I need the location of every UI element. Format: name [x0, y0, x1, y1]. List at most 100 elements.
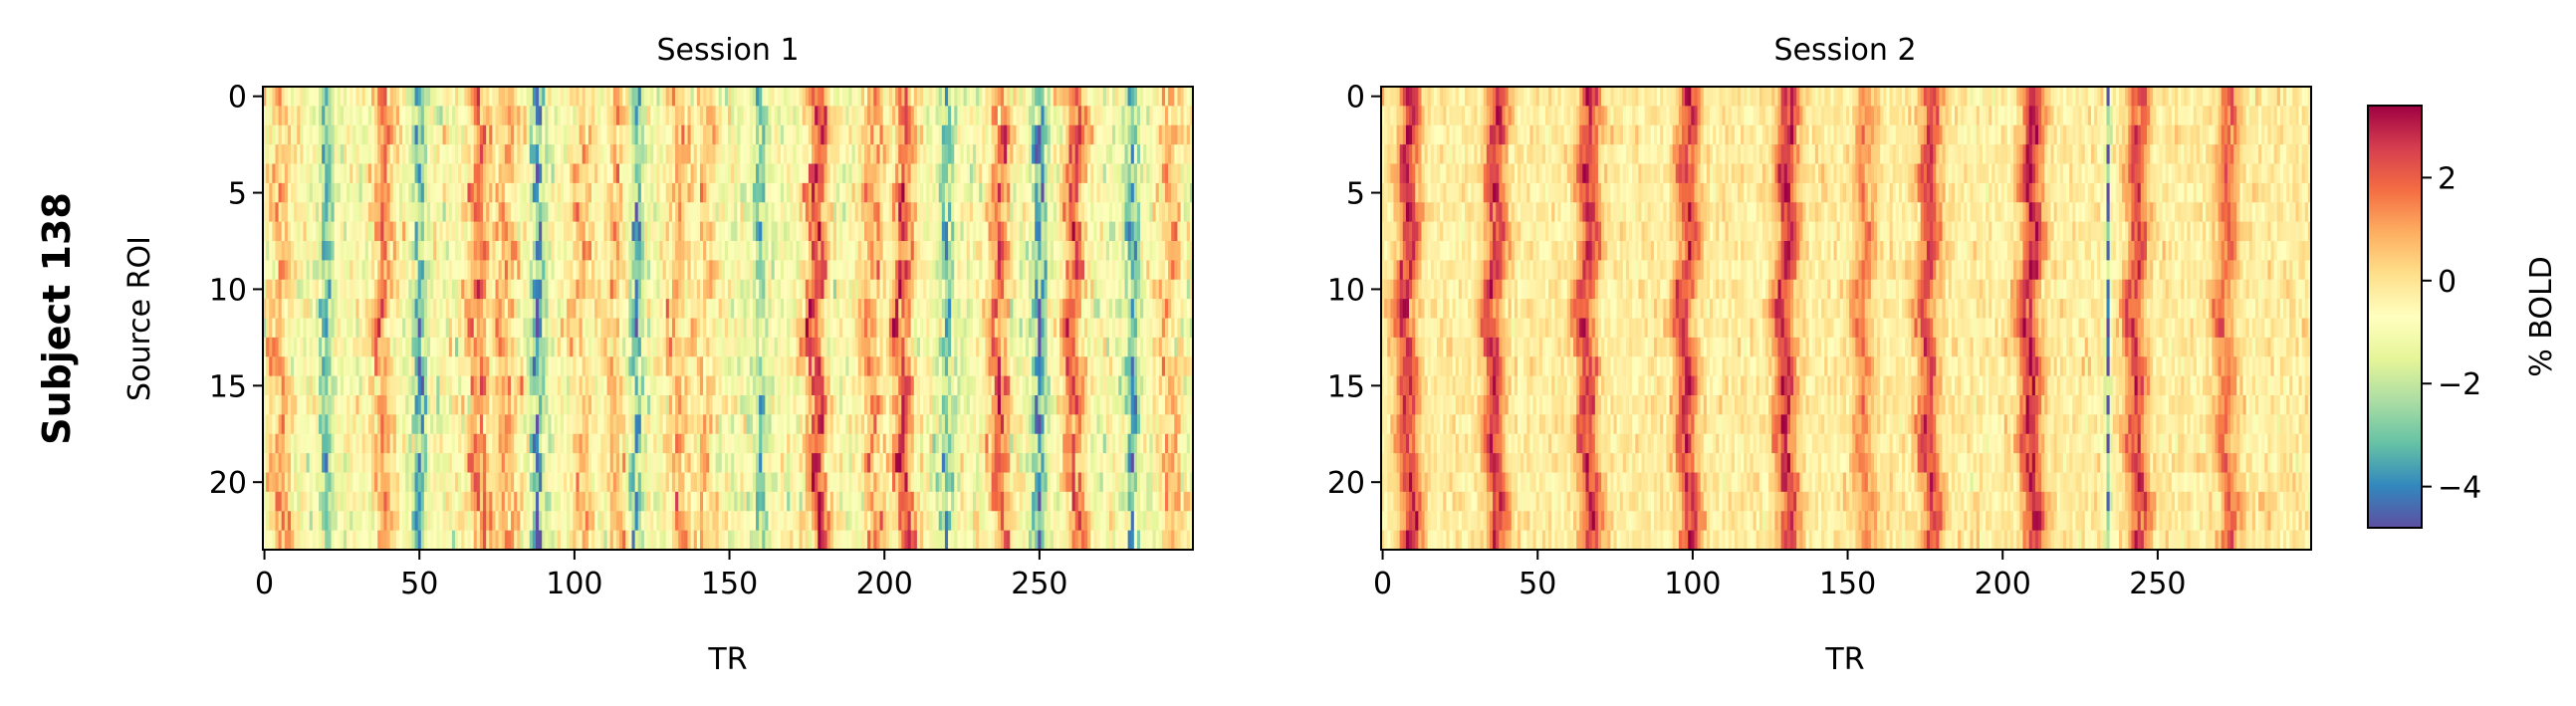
- heatmap-cell: [863, 356, 868, 377]
- heatmap-cell: [643, 221, 648, 242]
- heatmap-cell: [1032, 163, 1036, 184]
- heatmap-cell: [615, 221, 620, 242]
- heatmap-cell: [570, 87, 574, 107]
- heatmap-cell: [414, 260, 419, 281]
- heatmap-cell: [1071, 337, 1076, 357]
- heatmap-cell: [1044, 124, 1049, 145]
- heatmap-cell: [625, 221, 629, 242]
- heatmap-cell: [625, 163, 629, 184]
- heatmap-cell: [994, 106, 999, 126]
- heatmap-cell: [994, 202, 999, 223]
- heatmap-cell: [479, 87, 484, 107]
- heatmap-cell: [358, 337, 363, 357]
- heatmap-cell: [448, 375, 453, 396]
- heatmap-cell: [386, 337, 391, 357]
- heatmap-cell: [1025, 241, 1030, 261]
- heatmap-cell: [653, 221, 657, 242]
- heatmap-cell: [721, 202, 726, 223]
- heatmap-cell: [364, 124, 369, 145]
- heatmap-cell: [542, 337, 546, 357]
- heatmap-cell: [455, 202, 459, 223]
- heatmap-cell: [935, 279, 940, 300]
- heatmap-cell: [448, 318, 453, 339]
- heatmap-cell: [386, 241, 391, 261]
- heatmap-cell: [619, 144, 623, 165]
- heatmap-cell: [458, 87, 462, 107]
- heatmap-cell: [860, 124, 865, 145]
- heatmap-cell: [325, 318, 329, 339]
- heatmap-cell: [563, 279, 568, 300]
- heatmap-cell: [696, 241, 701, 261]
- heatmap-cell: [517, 356, 521, 377]
- heatmap-cell: [665, 318, 670, 339]
- heatmap-cell: [784, 87, 788, 107]
- heatmap-cell: [567, 318, 571, 339]
- heatmap-cell: [749, 241, 754, 261]
- heatmap-cell: [511, 87, 515, 107]
- heatmap-cell: [367, 144, 372, 165]
- heatmap-cell: [408, 202, 413, 223]
- heatmap-cell: [892, 124, 896, 145]
- heatmap-cell: [414, 144, 419, 165]
- heatmap-cell: [665, 260, 670, 281]
- heatmap-cell: [532, 144, 537, 165]
- heatmap-cell: [957, 318, 962, 339]
- heatmap-cell: [787, 144, 791, 165]
- heatmap-cell: [383, 221, 388, 242]
- heatmap-cell: [523, 106, 528, 126]
- heatmap-cell: [291, 375, 295, 396]
- heatmap-cell: [724, 337, 729, 357]
- heatmap-cell: [842, 356, 846, 377]
- heatmap-cell: [398, 87, 403, 107]
- heatmap-cell: [860, 163, 865, 184]
- heatmap-cell: [436, 395, 441, 415]
- heatmap-cell: [1047, 318, 1052, 339]
- heatmap-cell: [994, 318, 999, 339]
- heatmap-cell: [706, 260, 710, 281]
- heatmap-cell: [612, 221, 617, 242]
- heatmap-cell: [467, 395, 472, 415]
- heatmap-cell: [306, 163, 311, 184]
- heatmap-cell: [802, 260, 807, 281]
- heatmap-cell: [662, 144, 667, 165]
- heatmap-cell: [857, 144, 862, 165]
- heatmap-cell: [1022, 87, 1027, 107]
- heatmap-cell: [954, 279, 958, 300]
- heatmap-cell: [876, 279, 881, 300]
- heatmap-cell: [517, 279, 521, 300]
- heatmap-cell: [749, 299, 754, 320]
- heatmap-cell: [560, 375, 565, 396]
- heatmap-cell: [746, 375, 751, 396]
- heatmap-cell: [737, 182, 742, 203]
- heatmap-cell: [315, 279, 320, 300]
- heatmap-cell: [507, 318, 512, 339]
- heatmap-cell: [1019, 356, 1024, 377]
- heatmap-cell: [402, 144, 406, 165]
- heatmap-cell: [1028, 182, 1033, 203]
- heatmap-cell: [815, 241, 819, 261]
- heatmap-cell: [752, 318, 757, 339]
- heatmap-cell: [266, 279, 270, 300]
- heatmap-cell: [765, 241, 770, 261]
- heatmap-cell: [1053, 124, 1057, 145]
- heatmap-cell: [433, 299, 437, 320]
- heatmap-cell: [1068, 144, 1073, 165]
- heatmap-cell: [358, 318, 363, 339]
- heatmap-cell: [573, 106, 578, 126]
- heatmap-cell: [790, 318, 794, 339]
- heatmap-cell: [619, 279, 623, 300]
- heatmap-cell: [306, 260, 311, 281]
- heatmap-cell: [334, 318, 339, 339]
- heatmap-cell: [1161, 318, 1166, 339]
- heatmap-cell: [278, 241, 283, 261]
- heatmap-cell: [520, 260, 525, 281]
- heatmap-cell: [941, 202, 946, 223]
- heatmap-cell: [699, 395, 704, 415]
- heatmap-cell: [337, 163, 342, 184]
- heatmap-cell: [771, 221, 776, 242]
- heatmap-cell: [361, 260, 366, 281]
- heatmap-cell: [361, 375, 366, 396]
- heatmap-cell: [815, 375, 819, 396]
- heatmap-cell: [309, 375, 314, 396]
- heatmap-cell: [587, 299, 592, 320]
